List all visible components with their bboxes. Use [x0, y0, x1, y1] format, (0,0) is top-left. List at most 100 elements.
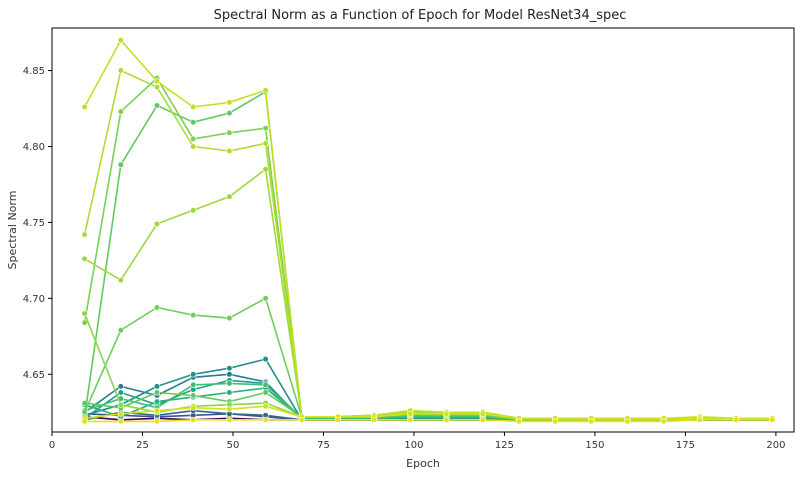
data-point — [226, 315, 233, 322]
data-point — [153, 407, 161, 414]
data-point — [479, 416, 486, 423]
series-line — [84, 418, 773, 423]
data-point — [190, 416, 197, 423]
data-point — [117, 277, 124, 284]
x-tick-label: 25 — [136, 440, 149, 451]
data-point — [226, 389, 233, 396]
data-point — [226, 193, 233, 200]
data-point — [696, 416, 704, 423]
data-point — [226, 380, 233, 387]
x-tick-label: 75 — [317, 440, 330, 451]
data-point — [262, 140, 269, 147]
series-line — [83, 77, 773, 421]
series-11 — [81, 74, 776, 423]
x-tick-label: 200 — [766, 440, 785, 451]
data-point — [334, 416, 342, 423]
data-point — [190, 312, 197, 319]
data-point — [226, 365, 233, 372]
data-point — [226, 371, 233, 378]
x-axis-ticks: 0 25 50 75 100 125 150 175 200 — [49, 432, 785, 451]
chart-title: Spectral Norm as a Function of Epoch for… — [214, 8, 627, 23]
data-point — [660, 418, 667, 425]
data-point — [443, 410, 450, 417]
data-point — [226, 416, 233, 423]
series-line — [83, 69, 773, 421]
data-point — [117, 383, 124, 390]
data-point — [190, 404, 197, 411]
series-14 — [81, 67, 776, 423]
x-tick-label: 100 — [404, 440, 423, 451]
data-point — [226, 129, 233, 136]
plot-area-frame — [51, 27, 795, 433]
data-point — [117, 108, 124, 115]
data-point — [117, 410, 124, 417]
series-line — [84, 405, 773, 420]
y-tick-label: 4.65 — [23, 370, 45, 381]
series-15 — [81, 37, 776, 422]
y-tick-label: 4.75 — [23, 218, 45, 229]
data-point — [769, 416, 776, 423]
data-point — [371, 416, 378, 423]
data-point — [262, 416, 269, 423]
series-line — [84, 168, 773, 421]
y-tick-label: 4.85 — [23, 66, 45, 77]
data-point — [117, 37, 124, 44]
data-point — [262, 389, 269, 396]
data-point — [153, 398, 161, 405]
data-point — [190, 371, 197, 378]
data-point — [153, 78, 161, 85]
y-tick-label: 4.70 — [23, 294, 45, 305]
data-point — [190, 207, 197, 214]
data-point — [190, 119, 197, 126]
data-point — [262, 356, 269, 363]
data-point — [226, 99, 233, 106]
data-point — [262, 87, 269, 94]
data-point — [190, 392, 197, 399]
data-point — [515, 418, 523, 425]
x-axis-title: Epoch — [406, 457, 440, 470]
series-17 — [81, 416, 776, 425]
data-point — [117, 161, 124, 168]
series-12 — [81, 310, 776, 423]
series-line — [83, 313, 773, 421]
data-point — [588, 418, 595, 425]
data-point — [551, 418, 559, 425]
series-13 — [81, 166, 776, 423]
data-point — [190, 143, 197, 150]
data-point — [153, 304, 161, 311]
x-tick-label: 175 — [676, 440, 695, 451]
data-point — [153, 84, 161, 91]
data-point — [190, 103, 197, 111]
data-point — [226, 406, 233, 413]
data-point — [298, 416, 305, 423]
x-tick-label: 50 — [227, 440, 240, 451]
data-point — [226, 147, 233, 155]
data-point — [407, 410, 414, 417]
data-point — [479, 410, 486, 417]
x-tick-label: 125 — [495, 440, 514, 451]
data-point — [81, 103, 88, 111]
series-line — [83, 91, 773, 421]
data-point — [190, 135, 197, 142]
data-point — [81, 319, 88, 326]
data-point — [226, 109, 233, 117]
data-point — [153, 383, 161, 390]
data-point — [81, 310, 88, 317]
series-layer — [81, 37, 776, 425]
y-tick-label: 4.80 — [23, 142, 45, 153]
data-point — [117, 327, 124, 334]
data-point — [117, 401, 124, 408]
data-point — [81, 255, 88, 263]
data-point — [443, 416, 450, 423]
y-axis-ticks: 4.65 4.70 4.75 4.80 4.85 — [23, 66, 52, 381]
series-line — [83, 297, 773, 421]
y-axis-title: Spectral Norm — [6, 191, 19, 270]
data-point — [262, 403, 269, 410]
data-point — [153, 102, 161, 109]
data-point — [81, 418, 88, 425]
data-point — [117, 418, 124, 425]
series-9 — [81, 295, 776, 423]
series-10 — [81, 88, 776, 423]
series-line — [83, 39, 773, 420]
x-tick-label: 150 — [585, 440, 604, 451]
